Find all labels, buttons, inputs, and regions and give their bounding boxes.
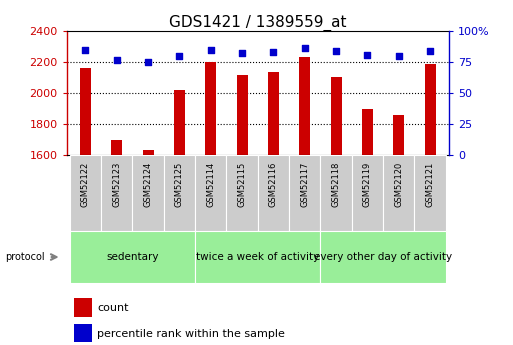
Bar bbox=[299, 57, 310, 155]
Text: percentile rank within the sample: percentile rank within the sample bbox=[97, 329, 285, 338]
Point bbox=[394, 53, 403, 59]
Text: GSM52117: GSM52117 bbox=[300, 161, 309, 207]
Bar bbox=[330, 77, 342, 155]
Point bbox=[207, 47, 215, 52]
Text: GSM52121: GSM52121 bbox=[426, 161, 435, 207]
Text: every other day of activity: every other day of activity bbox=[314, 252, 452, 262]
Bar bbox=[321, 231, 446, 283]
Bar bbox=[132, 155, 164, 231]
Bar bbox=[74, 324, 91, 342]
Point bbox=[144, 59, 152, 65]
Point bbox=[301, 46, 309, 51]
Point bbox=[82, 47, 90, 52]
Bar bbox=[393, 115, 404, 155]
Bar bbox=[383, 155, 415, 231]
Text: GSM52122: GSM52122 bbox=[81, 161, 90, 207]
Text: protocol: protocol bbox=[5, 252, 45, 262]
Text: GSM52118: GSM52118 bbox=[331, 161, 341, 207]
Point bbox=[175, 53, 184, 59]
Bar bbox=[425, 64, 436, 155]
Point bbox=[238, 51, 246, 56]
Title: GDS1421 / 1389559_at: GDS1421 / 1389559_at bbox=[169, 15, 347, 31]
Point bbox=[332, 48, 340, 54]
Bar bbox=[74, 298, 91, 317]
Point bbox=[426, 48, 434, 54]
Bar bbox=[236, 75, 248, 155]
Bar bbox=[205, 62, 216, 155]
Bar bbox=[289, 155, 321, 231]
Text: GSM52125: GSM52125 bbox=[175, 161, 184, 207]
Point bbox=[113, 57, 121, 62]
Bar bbox=[268, 72, 279, 155]
Text: GSM52120: GSM52120 bbox=[394, 161, 403, 207]
Text: GSM52114: GSM52114 bbox=[206, 161, 215, 207]
Bar bbox=[70, 231, 195, 283]
Text: twice a week of activity: twice a week of activity bbox=[196, 252, 320, 262]
Bar bbox=[415, 155, 446, 231]
Text: GSM52119: GSM52119 bbox=[363, 161, 372, 207]
Bar bbox=[164, 155, 195, 231]
Bar bbox=[70, 155, 101, 231]
Bar bbox=[174, 90, 185, 155]
Point bbox=[269, 49, 278, 55]
Bar bbox=[111, 140, 122, 155]
Point bbox=[363, 52, 371, 57]
Bar bbox=[195, 155, 226, 231]
Bar bbox=[352, 155, 383, 231]
Text: GSM52124: GSM52124 bbox=[144, 161, 153, 207]
Bar bbox=[362, 109, 373, 155]
Text: count: count bbox=[97, 303, 129, 313]
Bar bbox=[101, 155, 132, 231]
Bar bbox=[80, 68, 91, 155]
Bar bbox=[226, 155, 258, 231]
Text: GSM52116: GSM52116 bbox=[269, 161, 278, 207]
Text: GSM52115: GSM52115 bbox=[238, 161, 247, 207]
Bar bbox=[321, 155, 352, 231]
Bar bbox=[258, 155, 289, 231]
Bar bbox=[195, 231, 321, 283]
Text: GSM52123: GSM52123 bbox=[112, 161, 121, 207]
Bar bbox=[143, 150, 153, 155]
Text: sedentary: sedentary bbox=[106, 252, 159, 262]
